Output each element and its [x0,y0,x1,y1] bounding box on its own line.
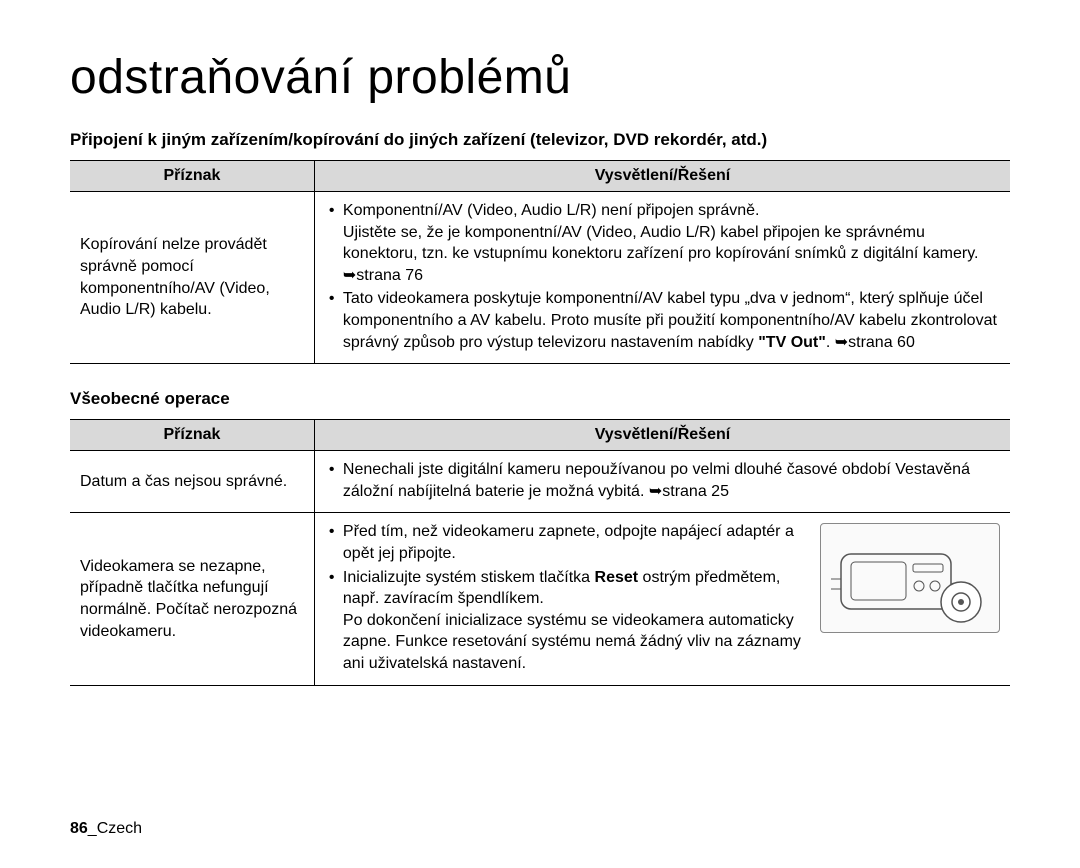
section2-heading: Všeobecné operace [70,389,1010,409]
table-connection: Příznak Vysvětlení/Řešení Kopírování nel… [70,160,1010,364]
table-row: Datum a čas nejsou správné. Nenechali js… [70,451,1010,513]
cell-solution: Nenechali jste digitální kameru nepoužív… [314,451,1010,513]
th-symptom: Příznak [70,161,314,192]
th-solution: Vysvětlení/Řešení [314,161,1010,192]
table-row: Videokamera se nezapne, případně tlačítk… [70,513,1010,685]
th-solution: Vysvětlení/Řešení [314,420,1010,451]
cell-symptom: Videokamera se nezapne, případně tlačítk… [70,513,314,685]
cell-solution: Před tím, než videokameru zapnete, odpoj… [314,513,1010,685]
bullet-sub: Ujistěte se, že je komponentní/AV (Video… [343,222,1000,287]
cell-symptom: Datum a čas nejsou správné. [70,451,314,513]
bold-text: "TV Out" [758,334,826,351]
page-footer: 86_Czech [70,820,142,838]
bullet-text: Komponentní/AV (Video, Audio L/R) není p… [343,202,760,219]
list-item: Tato videokamera poskytuje komponentní/A… [343,288,1000,353]
th-symptom: Příznak [70,420,314,451]
list-item: Komponentní/AV (Video, Audio L/R) není p… [343,200,1000,286]
page-title: odstraňování problémů [70,50,1010,105]
bullet-text: Nenechali jste digitální kameru nepoužív… [343,461,970,500]
table-row: Kopírování nelze provádět správně pomocí… [70,192,1010,364]
bullet-text: Před tím, než videokameru zapnete, odpoj… [343,523,794,562]
camera-illustration [820,523,1000,633]
bold-text: Reset [595,569,639,586]
bullet-text: Inicializujte systém stiskem tlačítka [343,569,595,586]
list-item: Nenechali jste digitální kameru nepoužív… [343,459,1000,502]
cell-symptom: Kopírování nelze provádět správně pomocí… [70,192,314,364]
page-number: 86 [70,820,88,837]
list-item: Inicializujte systém stiskem tlačítka Re… [343,567,810,675]
list-item: Před tím, než videokameru zapnete, odpoj… [343,521,810,564]
section1-heading: Připojení k jiným zařízením/kopírování d… [70,130,1010,150]
cell-solution: Komponentní/AV (Video, Audio L/R) není p… [314,192,1010,364]
page-lang: _Czech [88,820,142,837]
bullet-tail: . ➥strana 60 [826,334,915,351]
table-general: Příznak Vysvětlení/Řešení Datum a čas ne… [70,419,1010,685]
bullet-sub: Po dokončení inicializace systému se vid… [343,610,810,675]
